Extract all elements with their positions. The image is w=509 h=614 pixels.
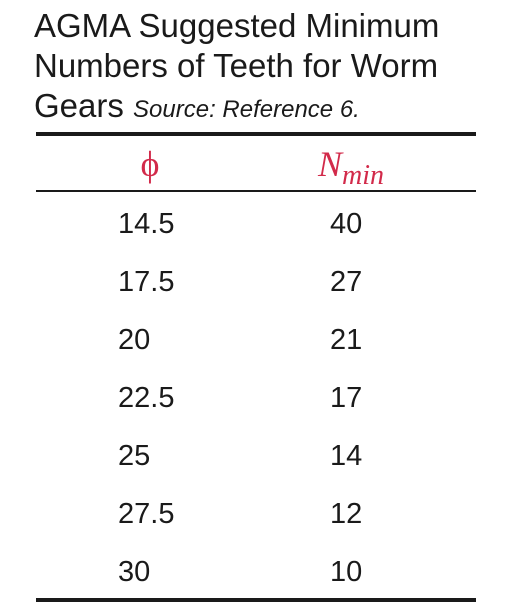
cell-phi: 17.5 [118,266,175,298]
header-nmin: Nmin [296,142,406,191]
cell-phi: 27.5 [118,498,175,530]
table-body: 14.5 40 17.5 27 20 21 22.5 17 25 14 27.5… [0,196,509,602]
title-line-3: Gears Source: Reference 6. [34,86,504,130]
table-row: 25 14 [0,428,509,486]
cell-nmin: 14 [330,440,363,472]
cell-nmin: 12 [330,498,363,530]
table-row: 22.5 17 [0,370,509,428]
cell-phi: 25 [118,440,151,472]
cell-nmin: 40 [330,208,363,240]
title-line-1: AGMA Suggested Minimum [34,7,440,44]
cell-phi: 20 [118,324,151,356]
title-source: Source: Reference 6. [133,96,360,123]
table-header-rule [36,190,476,192]
cell-nmin: 27 [330,266,363,298]
cell-phi: 22.5 [118,382,175,414]
header-nmin-main: N [317,144,342,184]
title-line-3-main: Gears [34,87,124,124]
table-row: 17.5 27 [0,254,509,312]
cell-phi: 30 [118,556,151,588]
title-line-2: Numbers of Teeth for Worm [34,47,439,84]
header-nmin-subscript: min [342,160,384,191]
table-top-rule [36,132,476,136]
table-title: AGMA Suggested Minimum Numbers of Teeth … [34,6,504,130]
table-row: 30 10 [0,544,509,602]
table-bottom-rule [36,598,476,602]
cell-nmin: 21 [330,324,363,356]
cell-nmin: 10 [330,556,363,588]
table-row: 14.5 40 [0,196,509,254]
cell-phi: 14.5 [118,208,175,240]
table-row: 20 21 [0,312,509,370]
header-phi: ϕ [140,144,160,184]
table-row: 27.5 12 [0,486,509,544]
cell-nmin: 17 [330,382,363,414]
